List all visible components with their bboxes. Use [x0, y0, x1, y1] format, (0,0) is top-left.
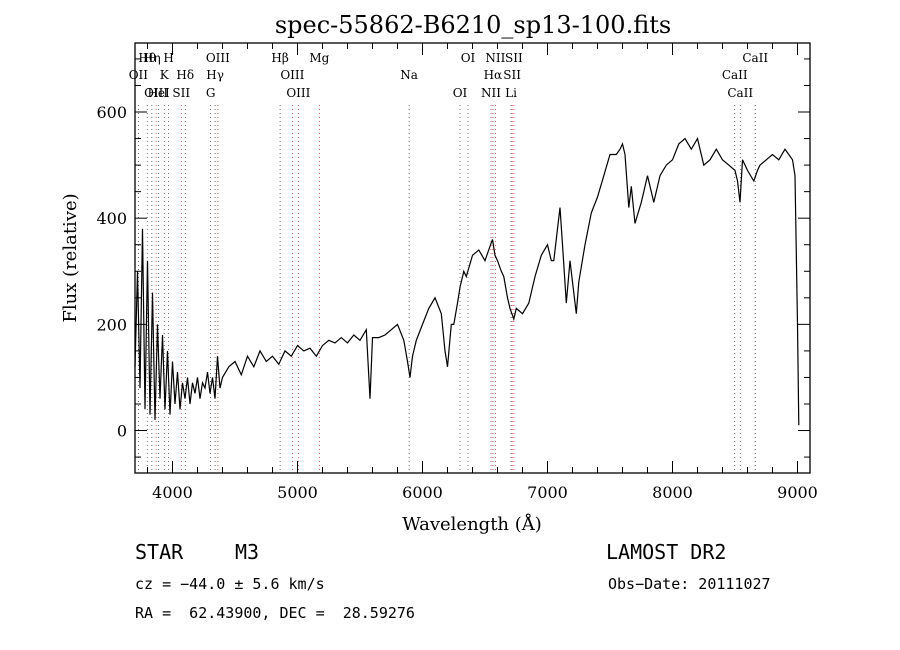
line-label: Hθ [138, 51, 156, 65]
line-label: CaII [727, 86, 753, 100]
plot-frame [134, 42, 811, 474]
line-label: OI [453, 86, 468, 100]
obs-date-text: Obs−Date: 20111027 [608, 575, 771, 593]
line-label: Hη [143, 51, 161, 65]
x-tick-label: 9000 [777, 483, 818, 502]
line-label: OIII [206, 51, 230, 65]
x-tick-label: 7000 [527, 483, 568, 502]
line-label: HeI [147, 86, 170, 100]
line-label: Hα [484, 68, 503, 82]
line-label: H [163, 51, 173, 65]
line-label: OII [129, 68, 149, 82]
y-axis: 0 200 400 600 [96, 58, 810, 458]
line-label: Li [505, 86, 517, 100]
line-label: SII [172, 86, 190, 100]
x-tick-label: 4000 [152, 483, 193, 502]
redshift-text: cz = −44.0 ± 5.6 km/s [135, 575, 325, 593]
y-tick-label: 400 [96, 209, 127, 228]
line-label: Hδ [176, 68, 194, 82]
x-tick-label: 8000 [652, 483, 693, 502]
x-axis: 4000 5000 6000 7000 8000 9000 [147, 43, 818, 502]
chart-title: spec-55862-B6210_sp13-100.fits [275, 11, 671, 39]
spectral-line-labels: Hθ OII OIII Hη K HeI HHδ SII OIII Hγ G Hβ OIII OIII Mg… [129, 51, 769, 100]
spectrum-line [134, 137, 800, 426]
line-label: OIII [286, 86, 310, 100]
line-label: Hγ [206, 68, 224, 82]
line-label: NII [481, 86, 501, 100]
line-label: K [160, 68, 170, 82]
line-label: G [206, 86, 216, 100]
line-label: OI [461, 51, 476, 65]
x-axis-label: Wavelength (Å) [402, 513, 542, 535]
y-tick-label: 200 [96, 315, 127, 334]
line-label: Hβ [271, 51, 288, 65]
line-label: OIII [144, 86, 168, 100]
spectral-line-markers [137, 105, 756, 473]
line-label: Mg [309, 51, 329, 65]
star-subclass: M3 [235, 540, 260, 564]
line-label: SII [503, 68, 521, 82]
y-tick-label: 600 [96, 103, 127, 122]
line-label: Na [400, 68, 418, 82]
line-label: SII [505, 51, 523, 65]
coordinates-text: RA = 62.43900, DEC = 28.59276 [135, 604, 415, 622]
line-label: OIII [280, 68, 304, 82]
line-label: CaII [742, 51, 768, 65]
y-axis-label: Flux (relative) [60, 193, 81, 322]
line-label: CaII [722, 68, 748, 82]
line-label: NII [485, 51, 505, 65]
star-class: STAR [135, 540, 184, 564]
x-tick-label: 6000 [402, 483, 443, 502]
y-tick-label: 0 [117, 422, 127, 441]
x-tick-label: 5000 [277, 483, 318, 502]
survey-label: LAMOST DR2 [606, 540, 727, 564]
